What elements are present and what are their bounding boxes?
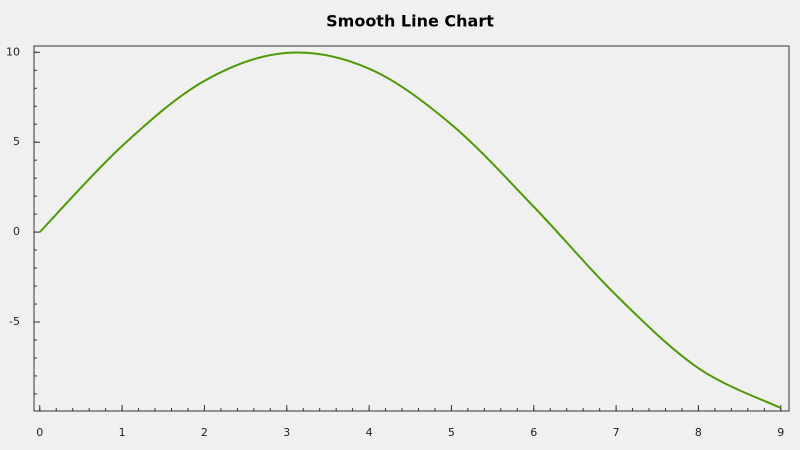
x-tick-label: 5 xyxy=(448,426,455,439)
y-tick-label: 5 xyxy=(13,135,20,148)
x-tick-label: 8 xyxy=(695,426,702,439)
x-tick-label: 0 xyxy=(36,426,43,439)
line xyxy=(39,51,782,409)
x-tick-label: 2 xyxy=(201,426,208,439)
y-tick-label: 0 xyxy=(13,225,20,238)
chart-title: Smooth Line Chart xyxy=(326,12,494,31)
x-tick-label: 3 xyxy=(283,426,290,439)
y-tick-label: -5 xyxy=(9,315,20,328)
plot-frame xyxy=(33,45,790,412)
x-tick-label: 6 xyxy=(530,426,537,439)
x-tick-label: 1 xyxy=(119,426,126,439)
x-tick-label: 9 xyxy=(777,426,784,439)
y-tick-label: 10 xyxy=(6,45,20,58)
x-tick-label: 7 xyxy=(613,426,620,439)
x-tick-label: 4 xyxy=(366,426,373,439)
